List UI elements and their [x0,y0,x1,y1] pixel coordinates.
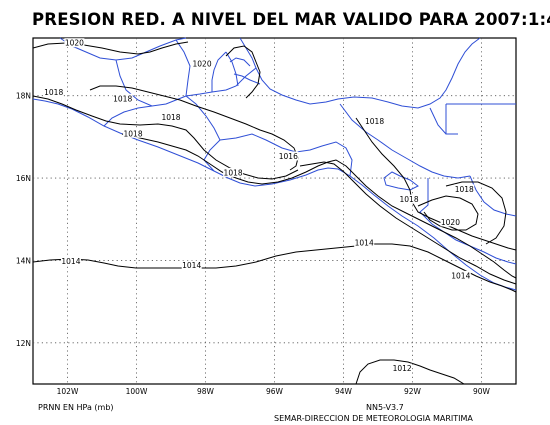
isobar-label: 1012 [393,364,412,373]
isobar-label: 1014 [355,238,374,247]
graticule [33,38,516,384]
isobar-label-bg [60,256,81,266]
isobar-label-bg [161,112,181,122]
isobar-1018-east [355,117,517,251]
isobar-1018-ring [445,181,507,245]
gulf-coastline [239,37,481,109]
isobar-label: 1018 [161,113,180,122]
isobar-label-bg [223,167,244,177]
x-tick-label: 96W [266,387,284,396]
isobar-label: 1014 [61,257,80,266]
y-tick-label: 14N [16,256,31,265]
isobar-1020-north [32,41,189,55]
isobar-label: 1020 [441,218,460,227]
x-tick-label: 90W [473,387,491,396]
isobar-label: 1020 [65,39,84,48]
veracruz-border [185,67,257,97]
isobar-1018-west [32,95,299,180]
y-tick-label: 16N [16,174,31,183]
isobar-1020-hill [225,45,261,99]
x-tick-label: 92W [404,387,422,396]
isobars [32,41,517,385]
isobar-label-bg [43,87,64,97]
puebla-border [219,133,353,177]
isobar-1014-south [32,243,517,293]
isobar-label: 1018 [44,88,63,97]
isobar-label: 1020 [193,59,212,68]
isobar-label: 1016 [279,152,298,161]
map-title: PRESION RED. A NIVEL DEL MAR VALIDO PARA… [32,10,550,29]
y-tick-label: 18N [16,92,31,101]
isobar-label: 1018 [113,94,132,103]
axis-labels: 102W 100W 98W 96W 94W 92W 90W 12N 14N 16N 18N [16,92,491,396]
oaxaca-border [185,95,221,172]
chiapas-tabasco-border [339,103,471,179]
isobar-label-bg [123,128,144,138]
isobar-label-bg [399,194,420,204]
isobar-label: 1018 [455,185,474,194]
isobar-labels: 1020 1020 1018 1018 1018 1018 1018 1016 1018 1018… [43,38,475,373]
isobar-label-bg [181,260,202,270]
isobar-label: 1018 [365,117,384,126]
chiapas-guatemala-border [419,178,517,265]
isobar-label: 1018 [124,129,143,138]
isobar-label-bg [454,184,475,194]
isobar-label: 1014 [451,271,470,280]
isobar-label: 1018 [400,195,419,204]
guerrero-border [103,95,187,127]
x-tick-label: 102W [57,387,79,396]
map-frame [32,37,517,385]
coastline-borders [32,37,517,291]
plot-area [32,37,517,385]
footer-version: NN5-V3.7 [366,403,404,412]
guatemala-coast-detail [469,175,517,217]
isobar-label-bg [392,363,413,373]
x-tick-label: 100W [126,387,148,396]
x-tick-label: 98W [197,387,215,396]
central-borders [59,37,239,107]
isobar-label-bg [278,151,299,161]
isobar-label-bg [64,38,85,48]
isobar-label: 1018 [224,168,243,177]
isobar-1016-coast [299,161,517,285]
isobar-1018-inland [89,85,299,171]
isobar-label-bg [364,116,385,126]
footer-variable: PRNN EN HPa (mb) [38,403,114,412]
isobar-label-bg [354,237,375,247]
isobar-label-bg [440,217,461,227]
footer-agency: SEMAR-DIRECCION DE METEOROLOGIA MARITIMA [274,414,473,423]
isobar-label: 1014 [182,261,201,270]
y-tick-label: 12N [16,339,31,348]
isobar-1012-south [355,359,465,385]
x-tick-label: 94W [335,387,353,396]
isobar-1018-center [121,133,517,279]
pacific-coastline [32,98,517,291]
isobar-label-bg [112,93,133,103]
river-detail [229,57,261,85]
campeche-border [429,103,516,135]
lake-shape [383,171,419,191]
isobar-label-bg [192,58,213,68]
isobar-1020-east [417,195,479,231]
isobar-label-bg [450,270,471,280]
